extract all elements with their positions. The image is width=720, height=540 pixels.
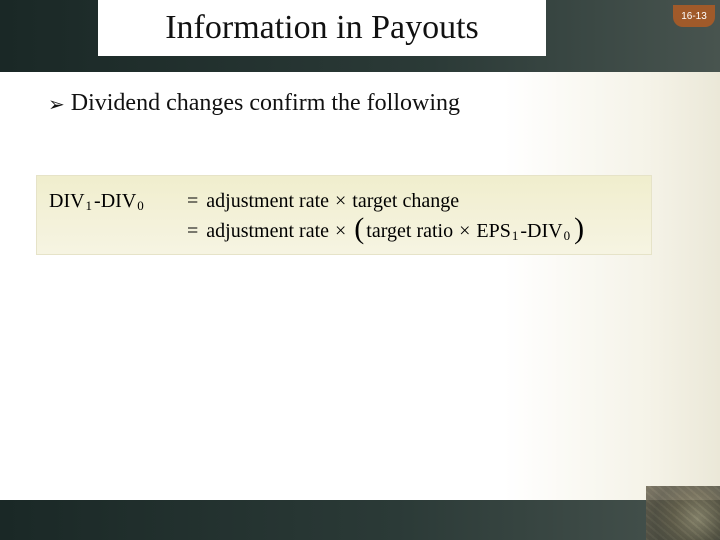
div0-var: DIV bbox=[101, 190, 137, 213]
div0-var-2: DIV bbox=[527, 220, 563, 243]
minus-2: - bbox=[520, 220, 527, 243]
eps-var: EPS bbox=[476, 220, 510, 243]
equation-box: DIV1 - DIV0 = adjustment rate × target c… bbox=[36, 175, 652, 255]
title-plate: Information in Payouts bbox=[98, 0, 546, 56]
equation-row-2: = adjustment rate × ( target ratio × EPS… bbox=[49, 216, 639, 246]
chevron-right-icon: ➢ bbox=[48, 90, 65, 120]
times-3: × bbox=[453, 220, 476, 243]
slide: Information in Payouts 16-13 ➢ Dividend … bbox=[0, 0, 720, 540]
right-paren: ) bbox=[572, 212, 586, 246]
eps-sub: 1 bbox=[512, 228, 519, 244]
footer-decor-icon bbox=[646, 486, 720, 540]
adjustment-rate-1: adjustment rate bbox=[206, 190, 329, 213]
div1-sub: 1 bbox=[86, 198, 93, 214]
adjustment-rate-2: adjustment rate bbox=[206, 220, 329, 243]
left-paren: ( bbox=[352, 212, 366, 246]
bullet-item: ➢ Dividend changes confirm the following bbox=[48, 90, 672, 120]
times-1: × bbox=[329, 190, 352, 213]
equation-lhs: DIV1 - DIV0 bbox=[49, 190, 179, 213]
minus-1: - bbox=[94, 190, 101, 213]
equals-2: = bbox=[179, 220, 206, 243]
target-change: target change bbox=[352, 190, 459, 213]
slide-title: Information in Payouts bbox=[165, 9, 479, 47]
footer-strip bbox=[0, 500, 720, 540]
times-2: × bbox=[329, 220, 352, 243]
bullet-text: Dividend changes confirm the following bbox=[71, 90, 460, 117]
equation-row-1: DIV1 - DIV0 = adjustment rate × target c… bbox=[49, 186, 639, 216]
div0-sub-2: 0 bbox=[564, 228, 571, 244]
div1-var: DIV bbox=[49, 190, 85, 213]
target-ratio: target ratio bbox=[366, 220, 453, 243]
body: ➢ Dividend changes confirm the following bbox=[48, 90, 672, 120]
page-number-tab: 16-13 bbox=[673, 5, 715, 27]
div0-sub: 0 bbox=[137, 198, 144, 214]
equals-1: = bbox=[179, 190, 206, 213]
page-number: 16-13 bbox=[681, 11, 707, 22]
